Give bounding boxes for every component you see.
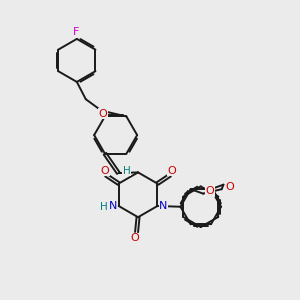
Text: F: F (73, 27, 80, 37)
Text: H: H (123, 166, 130, 176)
Text: O: O (100, 166, 109, 176)
Text: H: H (100, 202, 108, 212)
Text: O: O (167, 166, 176, 176)
Text: O: O (131, 233, 140, 243)
Text: N: N (109, 201, 117, 211)
Text: N: N (159, 201, 168, 211)
Text: O: O (98, 109, 107, 118)
Text: O: O (226, 182, 234, 192)
Text: O: O (205, 186, 214, 196)
